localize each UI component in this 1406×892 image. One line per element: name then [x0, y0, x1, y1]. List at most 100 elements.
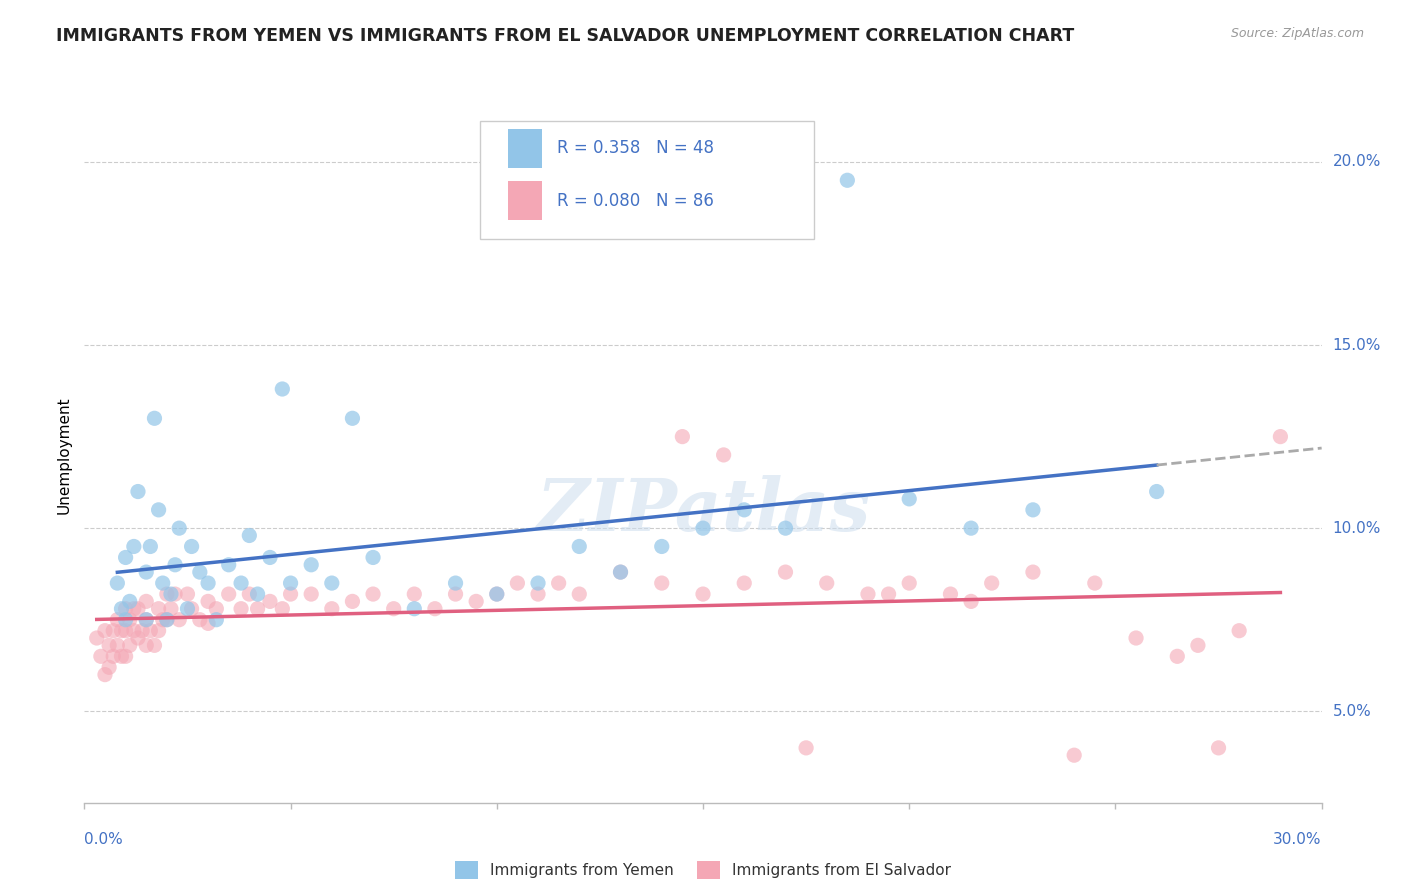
Point — [775, 521, 797, 535]
Point — [180, 601, 202, 615]
Point — [118, 594, 141, 608]
Point — [321, 601, 343, 615]
Point — [139, 624, 162, 638]
Point — [280, 587, 302, 601]
Point — [280, 576, 302, 591]
Point — [165, 587, 187, 601]
Point — [568, 587, 591, 601]
Point — [135, 613, 157, 627]
Point — [148, 503, 170, 517]
Point — [1146, 484, 1168, 499]
Point — [259, 594, 281, 608]
Y-axis label: Unemployment: Unemployment — [56, 396, 72, 514]
Point — [110, 624, 132, 638]
Text: 30.0%: 30.0% — [1274, 832, 1322, 847]
Text: ZIPatlas: ZIPatlas — [536, 475, 870, 546]
Point — [131, 624, 153, 638]
Point — [180, 540, 202, 554]
Point — [1022, 565, 1045, 579]
Point — [114, 624, 136, 638]
Point — [692, 521, 714, 535]
Point — [382, 601, 405, 615]
Point — [404, 601, 426, 615]
Point — [143, 411, 166, 425]
Text: R = 0.358   N = 48: R = 0.358 N = 48 — [557, 139, 714, 157]
Point — [404, 587, 426, 601]
Point — [1084, 576, 1107, 591]
Point — [960, 594, 983, 608]
Point — [527, 587, 550, 601]
Point — [259, 550, 281, 565]
Point — [176, 601, 198, 615]
Point — [98, 660, 121, 674]
Point — [568, 540, 591, 554]
Point — [135, 594, 157, 608]
Point — [713, 448, 735, 462]
Point — [135, 565, 157, 579]
Point — [127, 631, 149, 645]
Point — [143, 638, 166, 652]
Point — [856, 587, 879, 601]
Point — [1208, 740, 1230, 755]
Point — [94, 624, 117, 638]
Text: 15.0%: 15.0% — [1333, 337, 1381, 352]
Point — [160, 601, 183, 615]
Point — [152, 576, 174, 591]
Point — [167, 613, 190, 627]
Point — [609, 565, 631, 579]
Point — [898, 576, 921, 591]
Point — [110, 601, 132, 615]
Point — [815, 576, 838, 591]
Point — [86, 631, 108, 645]
Point — [271, 601, 294, 615]
FancyBboxPatch shape — [508, 129, 543, 168]
Point — [205, 613, 228, 627]
Point — [122, 540, 145, 554]
Point — [1063, 748, 1085, 763]
Point — [90, 649, 112, 664]
FancyBboxPatch shape — [481, 121, 814, 239]
Point — [299, 587, 322, 601]
Point — [98, 638, 121, 652]
FancyBboxPatch shape — [508, 181, 543, 219]
Point — [229, 576, 252, 591]
Point — [205, 601, 228, 615]
Point — [246, 587, 269, 601]
Point — [651, 576, 673, 591]
Point — [794, 740, 817, 755]
Point — [127, 484, 149, 499]
Point — [980, 576, 1002, 591]
Point — [139, 540, 162, 554]
Text: IMMIGRANTS FROM YEMEN VS IMMIGRANTS FROM EL SALVADOR UNEMPLOYMENT CORRELATION CH: IMMIGRANTS FROM YEMEN VS IMMIGRANTS FROM… — [56, 27, 1074, 45]
Point — [160, 587, 183, 601]
Point — [465, 594, 488, 608]
Point — [1166, 649, 1188, 664]
Text: 20.0%: 20.0% — [1333, 154, 1381, 169]
Point — [1227, 624, 1250, 638]
Point — [939, 587, 962, 601]
Point — [156, 587, 179, 601]
Point — [122, 624, 145, 638]
Point — [103, 649, 125, 664]
Legend: Immigrants from Yemen, Immigrants from El Salvador: Immigrants from Yemen, Immigrants from E… — [449, 855, 957, 886]
Point — [506, 576, 529, 591]
Text: R = 0.080   N = 86: R = 0.080 N = 86 — [557, 192, 714, 210]
Point — [218, 587, 240, 601]
Point — [114, 550, 136, 565]
Point — [342, 411, 364, 425]
Point — [246, 601, 269, 615]
Point — [188, 613, 211, 627]
Point — [877, 587, 900, 601]
Point — [156, 613, 179, 627]
Point — [271, 382, 294, 396]
Point — [1022, 503, 1045, 517]
Point — [837, 173, 859, 187]
Point — [122, 601, 145, 615]
Point — [692, 587, 714, 601]
Point — [135, 638, 157, 652]
Point — [152, 613, 174, 627]
Point — [105, 638, 128, 652]
Point — [733, 576, 755, 591]
Point — [105, 613, 128, 627]
Point — [110, 649, 132, 664]
